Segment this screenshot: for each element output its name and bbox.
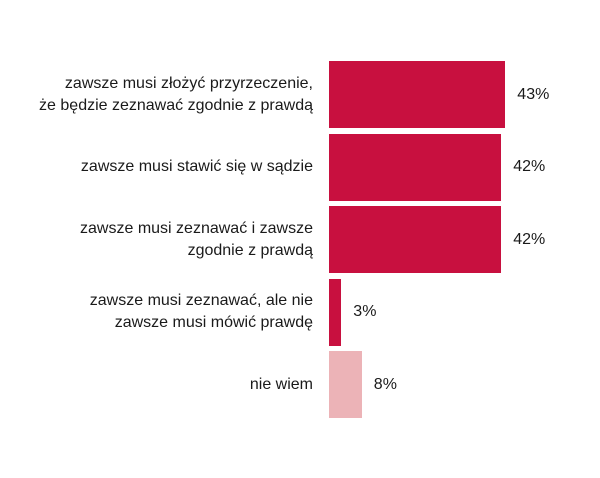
category-label: nie wiem [249,375,313,393]
bar [329,351,362,418]
category-label: zawsze musi zeznawać, ale nie zawsze musi… [89,292,313,331]
category-label: zawsze musi złożyć przyrzeczenie, że będz… [39,74,313,114]
category-label: zawsze musi stawić się w sądzie [80,158,313,175]
value-label: 42% [513,158,546,175]
bar [329,133,502,201]
bar [329,206,502,273]
value-label: 43% [517,85,550,103]
bar [329,278,342,346]
value-label: 3% [353,303,377,320]
value-label: 42% [513,230,546,248]
category-label: zawsze musi zeznawać i zawsze zgodnie z p… [80,219,313,259]
bar [329,61,506,128]
value-label: 8% [373,375,397,393]
